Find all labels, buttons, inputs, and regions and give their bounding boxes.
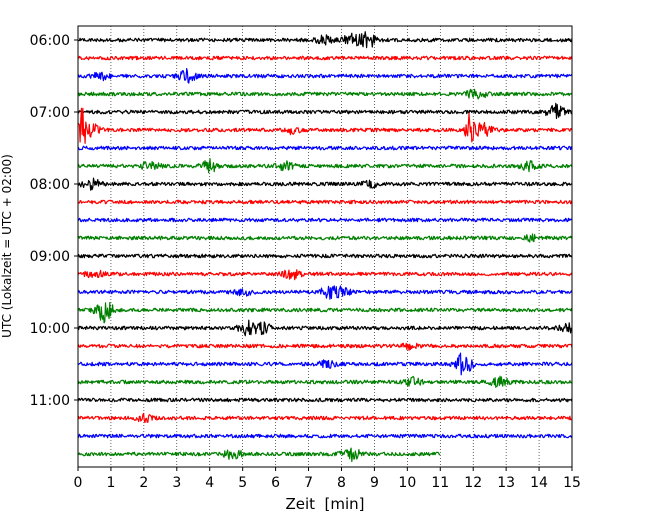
seismic-trace: [77, 447, 441, 463]
x-tick-label: 0: [74, 475, 83, 491]
seismic-trace: [77, 375, 573, 388]
x-tick-label: 12: [464, 475, 482, 491]
x-axis: 0 1 2 3 4 5 6 7 8 9 10 11 12 13 14 15: [74, 467, 581, 491]
seismic-trace: [77, 102, 573, 120]
seismic-trace: [77, 199, 573, 205]
seismic-trace: [77, 397, 573, 403]
x-tick-label: 7: [304, 475, 313, 491]
y-tick-label: 08:00: [30, 177, 70, 193]
traces-group: [77, 31, 573, 463]
x-axis-label: Zeit [min]: [285, 495, 364, 513]
y-tick-label: 10:00: [30, 321, 70, 337]
seismic-trace: [77, 319, 573, 337]
x-tick-label: 6: [271, 475, 280, 491]
seismic-trace: [77, 145, 573, 151]
x-tick-label: 2: [139, 475, 148, 491]
seismic-trace: [77, 352, 573, 376]
plot-frame: [77, 25, 573, 468]
x-tick-label: 3: [172, 475, 181, 491]
seismic-trace: [77, 342, 573, 351]
y-tick-label: 11:00: [30, 393, 70, 409]
plot-background: [78, 26, 572, 467]
y-axis-label: UTC (Lokalzeit = UTC + 02:00): [0, 154, 14, 338]
seismic-trace: [77, 233, 573, 243]
seismic-trace: [77, 55, 573, 61]
seismic-trace: [77, 88, 573, 100]
x-tick-label: 11: [431, 475, 449, 491]
x-tick-label: 4: [205, 475, 214, 491]
seismic-trace: [77, 158, 573, 174]
seismic-trace: [77, 68, 573, 84]
x-tick-label: 10: [398, 475, 416, 491]
y-axis: 06:00 07:00 08:00 09:00 10:00 11:00: [30, 33, 78, 409]
y-tick-label: 07:00: [30, 105, 70, 121]
x-tick-label: 14: [530, 475, 548, 491]
x-tick-label: 8: [337, 475, 346, 491]
x-tick-label: 1: [106, 475, 115, 491]
x-tick-label: 5: [238, 475, 247, 491]
x-tick-label: 9: [370, 475, 379, 491]
seismic-trace: [77, 302, 573, 324]
seismic-trace: [77, 433, 573, 439]
seismic-trace: [77, 31, 573, 49]
seismic-trace: [77, 412, 573, 424]
seismic-trace: [77, 253, 573, 259]
seismic-trace: [77, 285, 573, 300]
seismic-trace: [77, 177, 573, 191]
x-tick-label: 13: [497, 475, 515, 491]
seismic-trace: [77, 269, 573, 281]
y-tick-label: 06:00: [30, 33, 70, 49]
seismic-trace: [77, 107, 573, 144]
seismic-trace: [77, 217, 573, 223]
x-tick-label: 15: [563, 475, 581, 491]
y-tick-label: 09:00: [30, 249, 70, 265]
